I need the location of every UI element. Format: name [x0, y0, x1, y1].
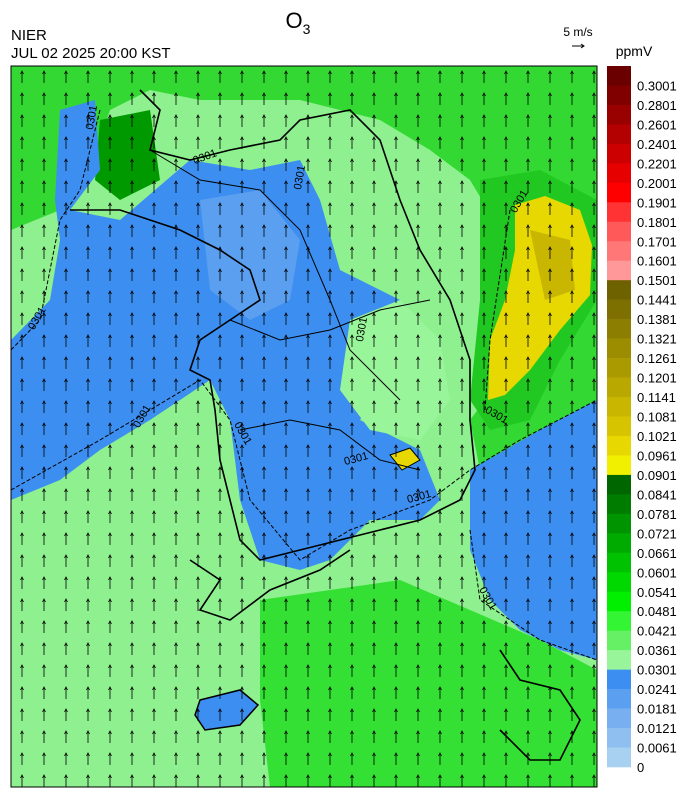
colorbar-box — [607, 163, 631, 184]
contour-label: 0301 — [292, 164, 308, 190]
colorbar-label: 0.1801 — [637, 215, 677, 230]
colorbar-label: 0.0901 — [637, 468, 677, 483]
colorbar-box — [607, 319, 631, 339]
colorbar-label: 0.0961 — [637, 448, 677, 463]
colorbar-label: 0.2201 — [637, 156, 677, 171]
colorbar: 0.3001 0.2801 0.2601 0.2401 0.2201 0.2001 0.19… — [607, 66, 677, 775]
colorbar-label: 0.0121 — [637, 721, 677, 736]
colorbar-label: 0.1201 — [637, 371, 677, 386]
colorbar-label: 0.2001 — [637, 176, 677, 191]
colorbar-box — [607, 630, 631, 651]
colorbar-box — [607, 66, 631, 86]
colorbar-label: 0.1501 — [637, 273, 677, 288]
colorbar-label: 0.0181 — [637, 702, 677, 717]
map-frame — [10, 65, 598, 788]
colorbar-label: 0.1321 — [637, 332, 677, 347]
colorbar-label: 0.0721 — [637, 526, 677, 541]
colorbar-box — [607, 455, 631, 476]
unit-label: ppmV — [616, 43, 653, 59]
map: 0301030103010301030103010301030103010301… — [11, 66, 597, 787]
colorbar-label: 0.1381 — [637, 312, 677, 327]
colorbar-box — [607, 650, 631, 670]
colorbar-label: 0.2601 — [637, 117, 677, 132]
colorbar-box — [607, 552, 631, 573]
title-subscript: 3 — [303, 21, 311, 37]
colorbar-box — [607, 124, 631, 145]
colorbar-label: 0.1021 — [637, 429, 677, 444]
colorbar-box — [607, 260, 631, 281]
contour-lines — [11, 109, 597, 661]
colorbar-label: 0 — [637, 760, 644, 775]
wind-scale-arrow — [572, 43, 585, 49]
colorbar-box — [607, 708, 631, 729]
colorbar-label: 0.0421 — [637, 624, 677, 639]
colorbar-box — [607, 85, 631, 106]
colorbar-label: 0.0061 — [637, 741, 677, 756]
title-main: O — [286, 8, 303, 33]
colorbar-label: 0.0541 — [637, 585, 677, 600]
colorbar-box — [607, 416, 631, 437]
colorbar-label: 0.3001 — [637, 78, 677, 93]
colorbar-label: 0.0361 — [637, 643, 677, 658]
colorbar-box — [607, 728, 631, 748]
admin-borders — [149, 149, 431, 471]
colorbar-label: 0.1701 — [637, 234, 677, 249]
colorbar-label: 0.1441 — [637, 293, 677, 308]
colorbar-label: 0.0781 — [637, 507, 677, 522]
colorbar-label: 0.1601 — [637, 254, 677, 269]
colorbar-box — [607, 202, 631, 223]
colorbar-box — [607, 358, 631, 378]
colorbar-box — [607, 241, 631, 262]
colorbar-box — [607, 669, 631, 690]
colorbar-label: 0.2801 — [637, 98, 677, 113]
colorbar-box — [607, 689, 631, 709]
colorbar-box — [607, 182, 631, 203]
colorbar-box — [607, 221, 631, 242]
colorbar-box — [607, 591, 631, 612]
wind-arrows — [11, 66, 597, 787]
colorbar-label: 0.1901 — [637, 195, 677, 210]
colorbar-label: 0.1261 — [637, 351, 677, 366]
colorbar-box — [607, 494, 631, 515]
colorbar-box — [607, 280, 631, 300]
contour-label: 0301 — [354, 316, 370, 342]
datetime: JUL 02 2025 20:00 KST — [11, 45, 171, 62]
contour-label: 0301 — [84, 104, 100, 130]
title: O3 — [286, 8, 311, 37]
colorbar-box — [607, 104, 631, 125]
colorbar-box — [607, 533, 631, 554]
colorbar-label: 0.0661 — [637, 546, 677, 561]
coastlines — [70, 89, 581, 761]
colorbar-box — [607, 747, 631, 768]
colorbar-label: 0.2401 — [637, 137, 677, 152]
wind-scale: 5 m/s — [563, 25, 592, 39]
colorbar-box — [607, 572, 631, 593]
colorbar-box — [607, 299, 631, 320]
colorbar-label: 0.0841 — [637, 487, 677, 502]
colorbar-label: 0.0601 — [637, 565, 677, 580]
colorbar-label: 0.0481 — [637, 604, 677, 619]
colorbar-label: 0.1141 — [637, 390, 676, 405]
colorbar-label: 0.0301 — [637, 663, 677, 678]
colorbar-label: 0.0241 — [637, 682, 677, 697]
colorbar-box — [607, 611, 631, 631]
colorbar-box — [607, 338, 631, 359]
colorbar-label: 0.1081 — [637, 410, 677, 425]
colorbar-box — [607, 474, 631, 495]
colorbar-box — [607, 143, 631, 164]
agency: NIER — [11, 27, 47, 44]
colorbar-box — [607, 513, 631, 534]
colorbar-box — [607, 435, 631, 456]
colorbar-box — [607, 377, 631, 398]
colorbar-box — [607, 397, 631, 417]
